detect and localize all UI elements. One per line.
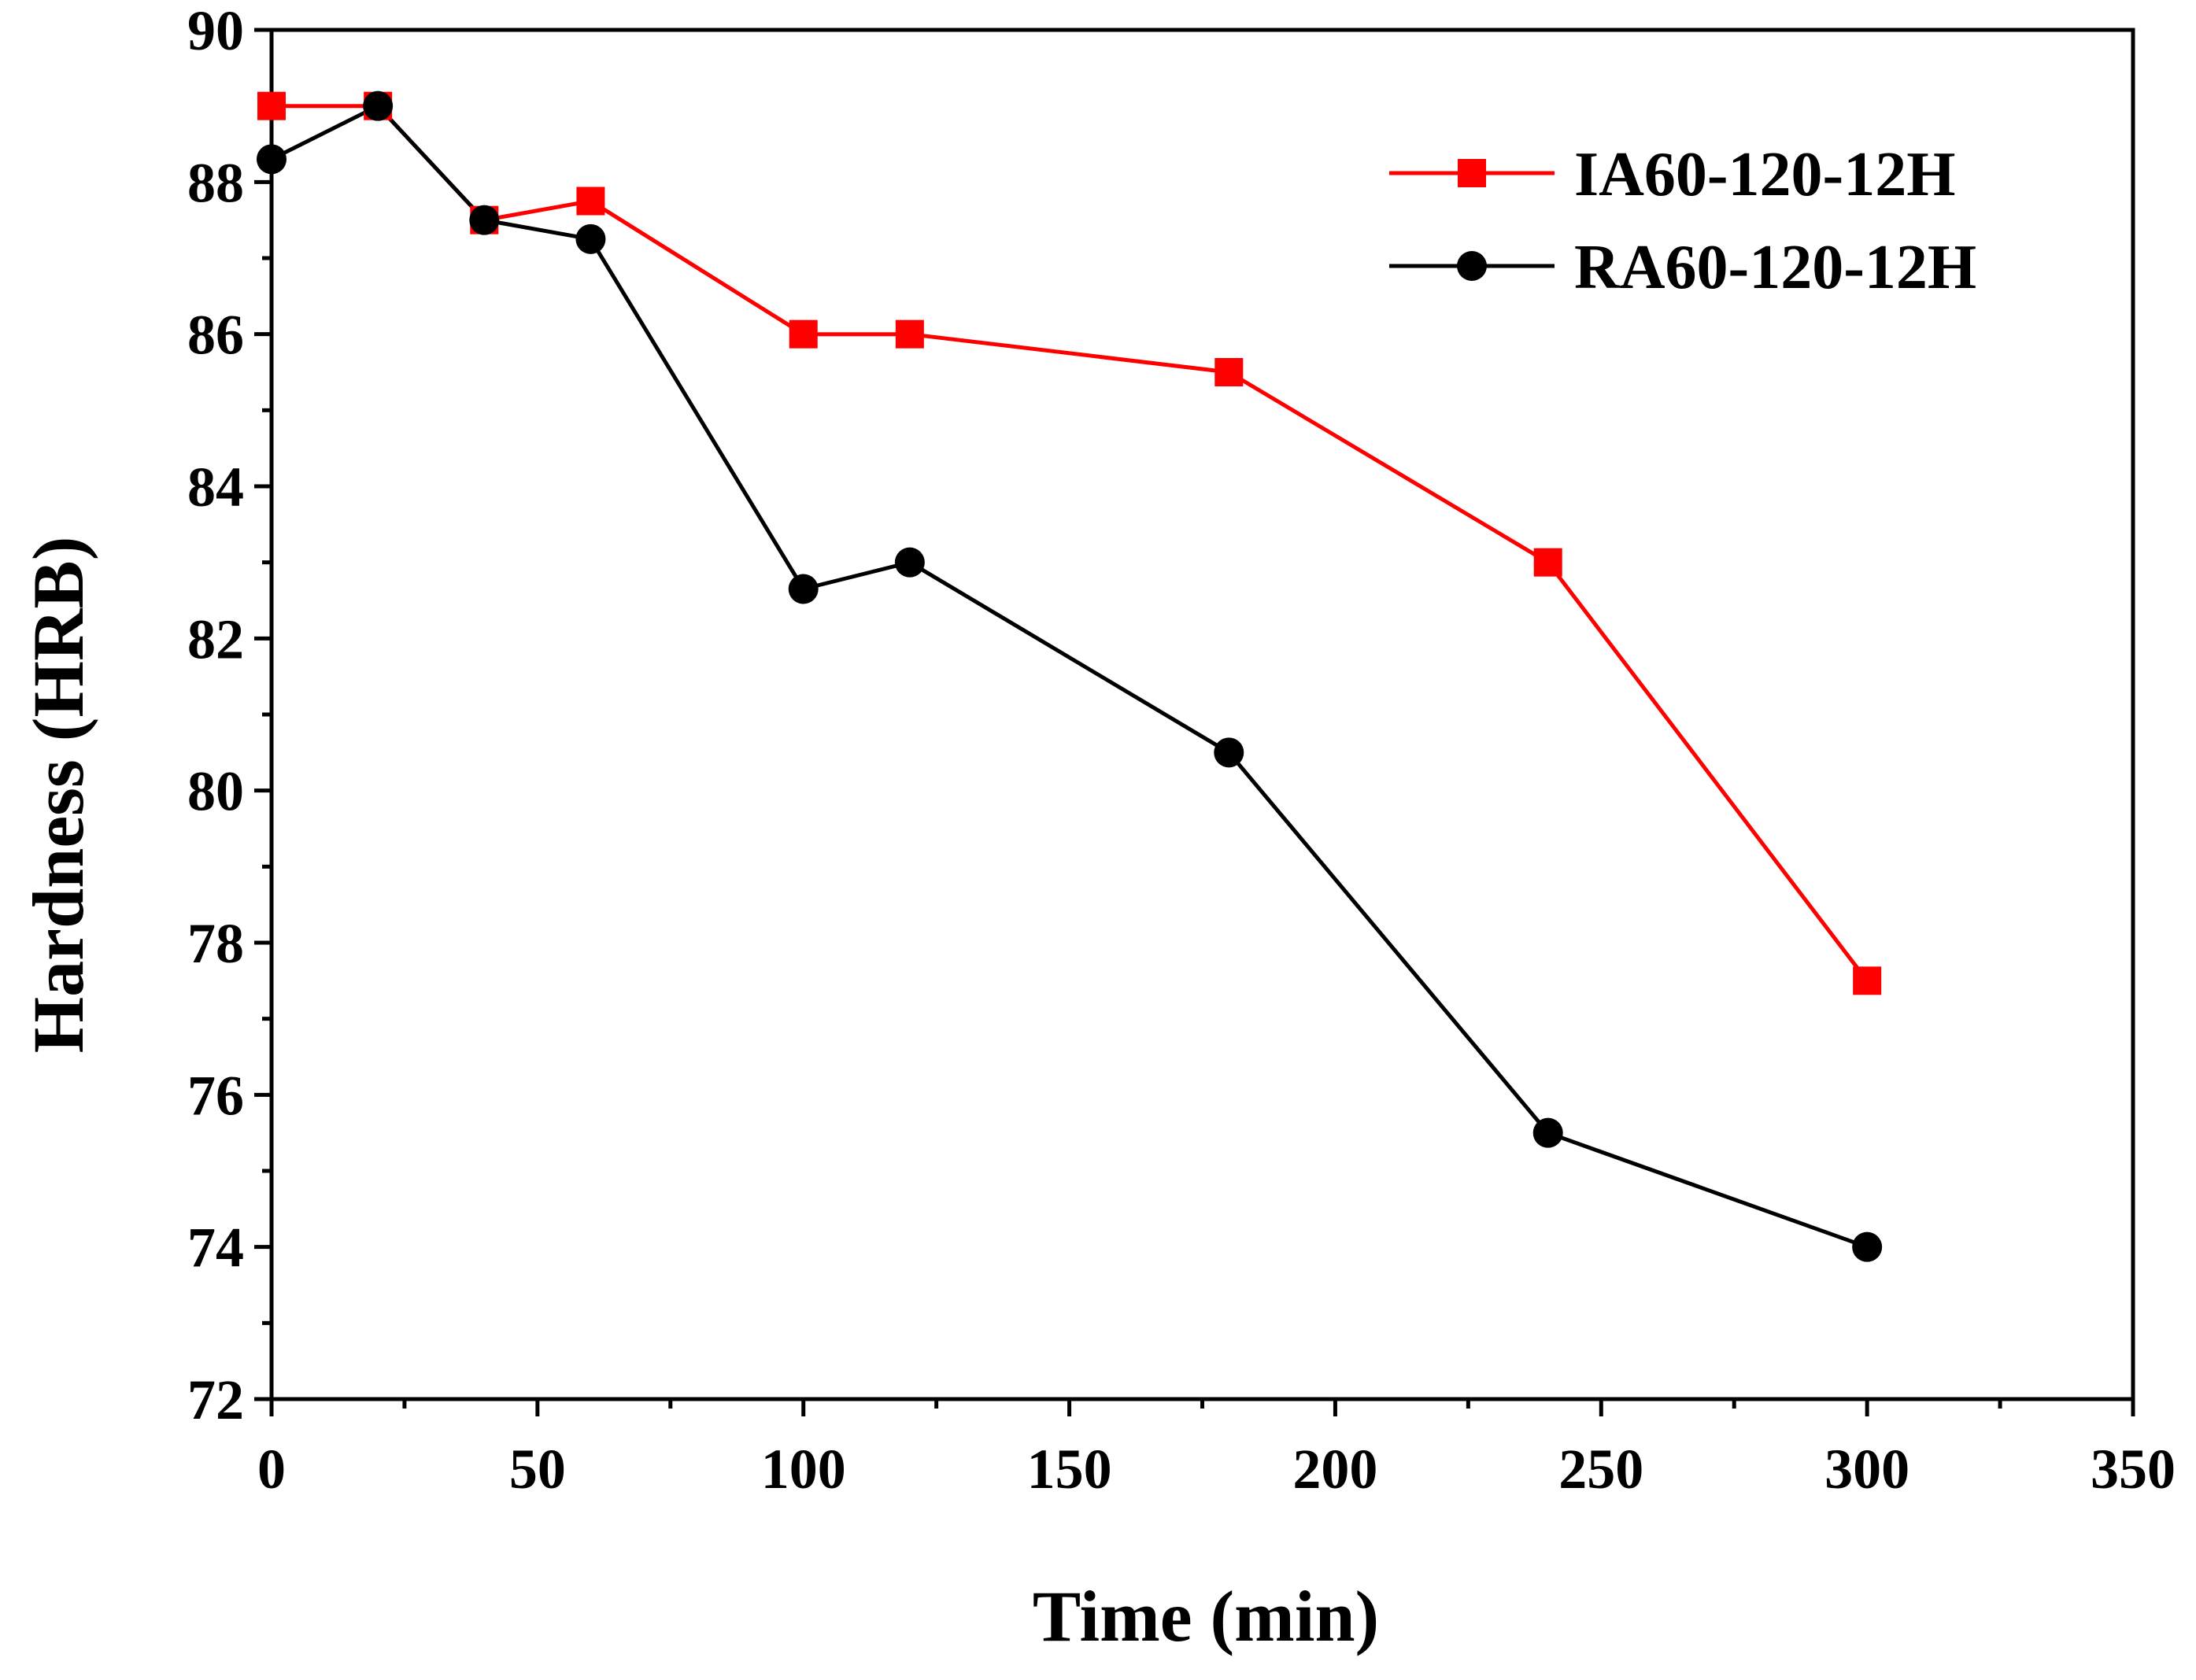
data-point-circle	[894, 547, 925, 578]
data-point-square	[1533, 548, 1562, 577]
y-tick-label: 88	[187, 151, 244, 214]
x-tick-label: 100	[761, 1438, 846, 1501]
data-point-square	[257, 91, 286, 120]
y-tick-label: 76	[187, 1064, 244, 1127]
data-point-square	[1214, 358, 1244, 386]
x-axis-title: Time (min)	[1033, 1576, 1379, 1656]
data-point-circle	[363, 90, 394, 121]
y-tick-label: 74	[187, 1217, 244, 1279]
y-tick-label: 84	[187, 456, 244, 519]
x-tick-label: 250	[1558, 1438, 1643, 1501]
x-tick-label: 200	[1292, 1438, 1377, 1501]
data-point-square	[576, 186, 605, 216]
legend-marker-square	[1458, 159, 1486, 187]
x-tick-label: 300	[1824, 1438, 1909, 1501]
x-tick-label: 150	[1027, 1438, 1112, 1501]
y-tick-label: 86	[187, 304, 244, 367]
data-point-square	[1853, 966, 1882, 995]
data-point-square	[895, 319, 924, 349]
legend-label: RA60-120-12H	[1574, 233, 1976, 302]
legend-marker-circle	[1457, 251, 1487, 281]
data-point-circle	[1532, 1117, 1563, 1148]
y-tick-label: 80	[187, 760, 244, 823]
data-point-square	[789, 319, 818, 349]
data-point-circle	[469, 205, 500, 235]
data-point-circle	[575, 223, 606, 254]
y-tick-label: 78	[187, 912, 244, 975]
legend-label: IA60-120-12H	[1574, 140, 1955, 209]
x-tick-label: 0	[257, 1438, 286, 1501]
data-point-circle	[1214, 737, 1244, 768]
legend-entry: RA60-120-12H	[1389, 233, 1976, 302]
data-point-circle	[257, 144, 287, 175]
x-tick-label: 50	[509, 1438, 566, 1501]
y-tick-label: 90	[187, 0, 244, 62]
y-tick-label: 82	[187, 607, 244, 670]
y-tick-label: 72	[187, 1368, 244, 1431]
data-point-circle	[1852, 1231, 1883, 1262]
y-axis-title: Hardness (HRB)	[18, 537, 98, 1054]
legend-entry: IA60-120-12H	[1389, 140, 1955, 209]
x-tick-label: 350	[2091, 1438, 2176, 1501]
data-point-circle	[788, 574, 819, 604]
